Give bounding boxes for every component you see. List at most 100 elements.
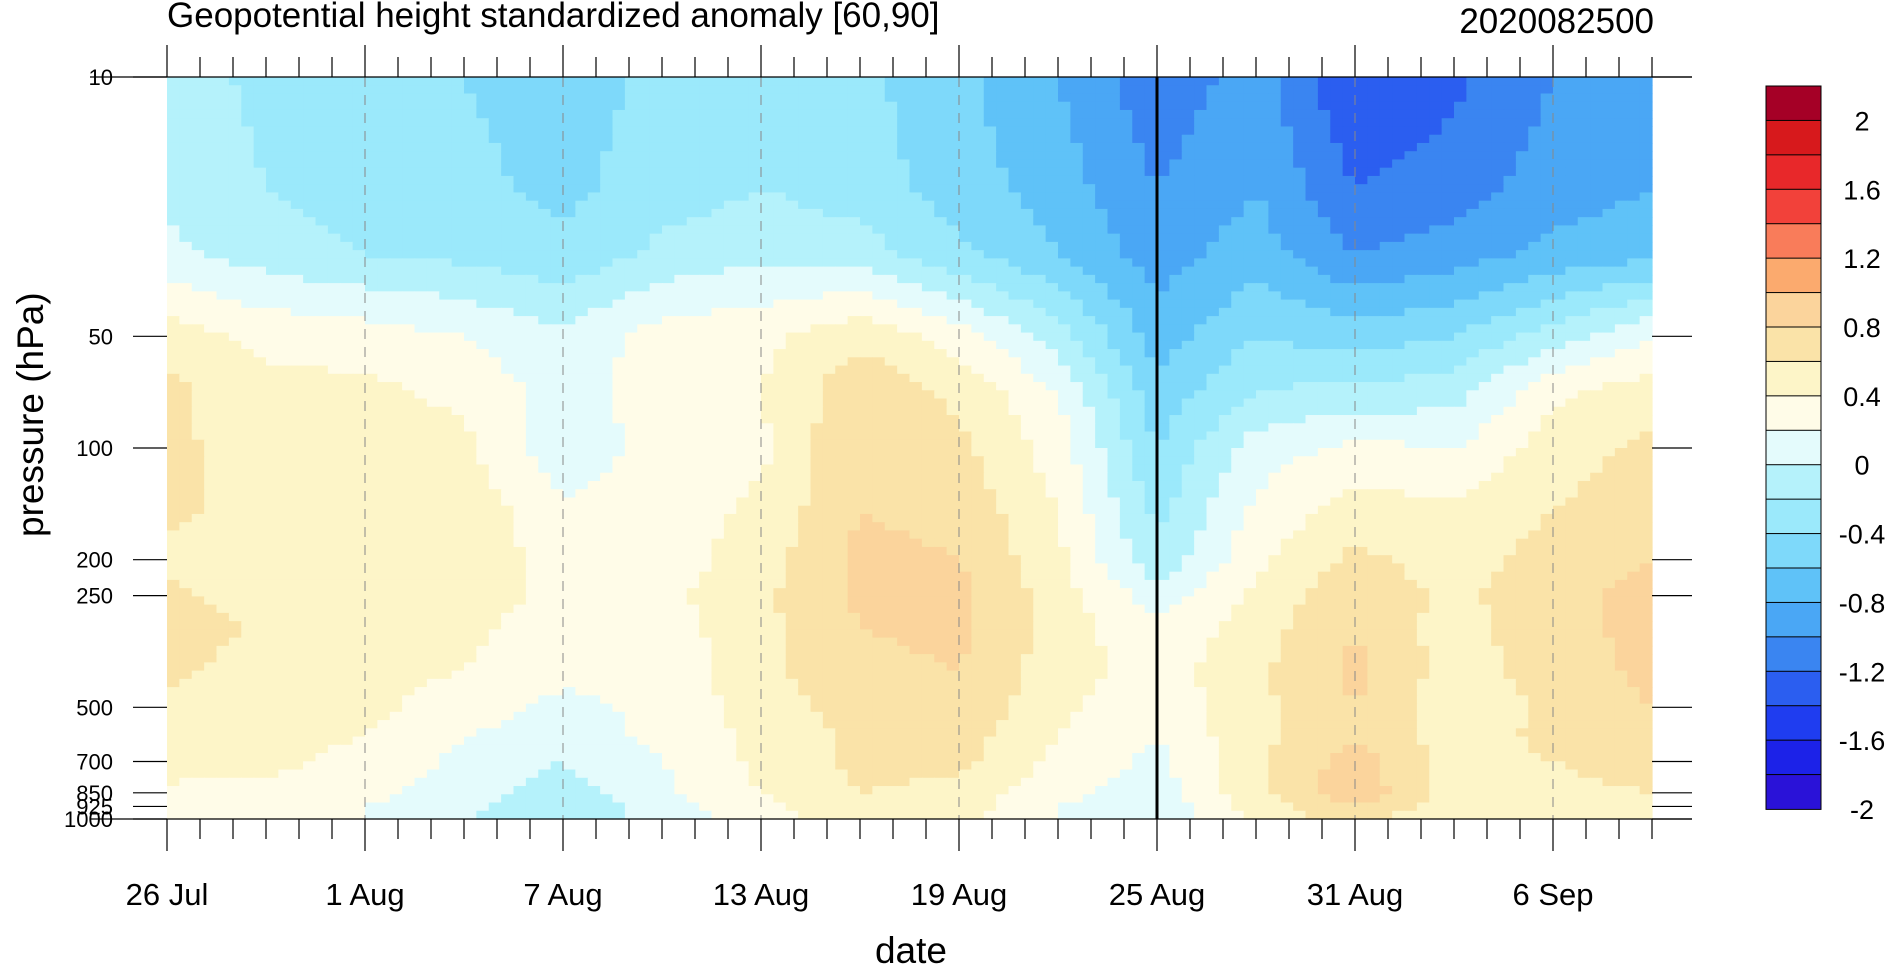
contour-cell <box>1020 118 1034 128</box>
contour-cell <box>637 415 651 424</box>
contour-cell <box>1231 184 1245 194</box>
contour-cell <box>1330 167 1344 177</box>
contour-cell <box>1441 266 1455 276</box>
contour-cell <box>1268 373 1282 383</box>
contour-cell <box>290 225 304 235</box>
contour-cell <box>723 316 737 325</box>
contour-cell <box>488 167 502 177</box>
contour-cell <box>1256 200 1269 210</box>
contour-cell <box>1379 250 1393 259</box>
contour-cell <box>575 258 589 268</box>
contour-cell <box>464 299 477 309</box>
contour-cell <box>1045 208 1059 218</box>
contour-cell <box>402 291 416 301</box>
contour-cell <box>1553 151 1566 161</box>
contour-cell <box>1602 192 1616 202</box>
contour-cell <box>699 134 713 144</box>
contour-cell <box>1491 349 1505 358</box>
contour-cell <box>1503 332 1517 342</box>
contour-cell <box>451 406 465 416</box>
contour-cell <box>1478 77 1492 86</box>
contour-cell <box>352 167 366 177</box>
contour-cell <box>439 250 453 259</box>
contour-cell <box>934 291 948 301</box>
contour-cell <box>1565 324 1579 334</box>
contour-cell <box>996 398 1010 408</box>
contour-cell <box>1454 77 1467 86</box>
contour-cell <box>1342 200 1356 210</box>
contour-cell <box>1540 274 1554 284</box>
contour-cell <box>1256 299 1269 309</box>
contour-cell <box>971 283 985 292</box>
contour-cell <box>983 332 997 342</box>
contour-cell <box>365 142 378 152</box>
contour-cell <box>1293 250 1307 259</box>
contour-cell <box>686 101 700 111</box>
contour-cell <box>860 390 873 400</box>
contour-cell <box>946 316 960 325</box>
contour-cell <box>1342 118 1356 128</box>
contour-cell <box>1540 225 1554 235</box>
contour-cell <box>946 274 960 284</box>
contour-cell <box>327 291 341 301</box>
contour-cell <box>785 349 799 358</box>
contour-cell <box>996 208 1010 218</box>
contour-cell <box>736 258 750 268</box>
contour-cell <box>538 77 552 86</box>
contour-cell <box>1565 365 1579 375</box>
contour-cell <box>1355 184 1368 194</box>
contour-cell <box>1317 101 1331 111</box>
contour-cell <box>1565 340 1579 350</box>
contour-cell <box>723 357 737 367</box>
contour-cell <box>686 415 700 424</box>
contour-cell <box>1367 357 1381 367</box>
contour-cell <box>723 77 737 86</box>
contour-cell <box>1045 299 1059 309</box>
contour-cell <box>1305 357 1319 367</box>
contour-cell <box>736 324 750 334</box>
contour-cell <box>266 101 279 111</box>
contour-cell <box>1342 398 1356 408</box>
contour-cell <box>439 109 453 119</box>
contour-cell <box>1627 241 1641 251</box>
contour-cell <box>662 283 675 292</box>
contour-cell <box>1095 184 1109 194</box>
contour-cell <box>513 250 527 259</box>
contour-cell <box>488 415 502 424</box>
contour-cell <box>439 241 453 251</box>
contour-cell <box>1478 357 1492 367</box>
contour-cell <box>983 415 997 424</box>
contour-cell <box>290 241 304 251</box>
contour-cell <box>563 250 576 259</box>
contour-cell <box>315 398 329 408</box>
contour-cell <box>1565 307 1579 317</box>
contour-cell <box>1342 382 1356 391</box>
contour-cell <box>600 390 614 400</box>
contour-cell <box>488 299 502 309</box>
contour-cell <box>1441 93 1455 103</box>
contour-cell <box>1540 382 1554 391</box>
contour-cell <box>1293 266 1307 276</box>
contour-cell <box>1293 118 1307 128</box>
contour-cell <box>860 85 873 95</box>
contour-cell <box>1639 159 1653 169</box>
contour-cell <box>241 324 255 334</box>
contour-cell <box>1602 109 1616 119</box>
contour-cell <box>761 159 774 169</box>
contour-cell <box>476 316 490 325</box>
contour-cell <box>1553 316 1566 325</box>
contour-cell <box>179 382 193 391</box>
contour-cell <box>402 101 416 111</box>
contour-cell <box>1169 208 1183 218</box>
contour-cell <box>686 217 700 226</box>
contour-cell <box>600 266 614 276</box>
contour-cell <box>365 126 378 136</box>
contour-cell <box>1082 299 1096 309</box>
contour-cell <box>179 192 193 202</box>
contour-cell <box>1305 118 1319 128</box>
contour-cell <box>253 299 267 309</box>
contour-cell <box>1441 258 1455 268</box>
contour-cell <box>1565 250 1579 259</box>
contour-cell <box>835 324 849 334</box>
contour-cell <box>1404 332 1418 342</box>
